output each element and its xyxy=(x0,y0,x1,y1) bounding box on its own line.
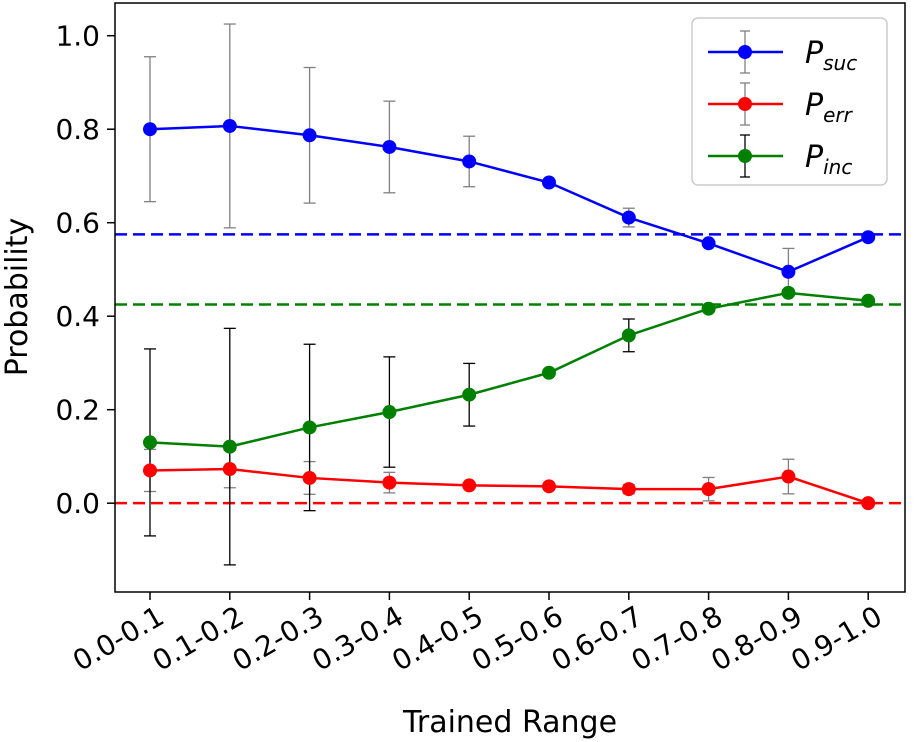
plot-area-frame xyxy=(114,2,906,593)
x-tick-label-6: 0.6-0.7 xyxy=(546,599,648,677)
data-point-err-1 xyxy=(222,462,237,477)
data-point-err-4 xyxy=(462,478,477,493)
data-point-suc-6 xyxy=(621,210,636,225)
y-tick-label-0: 0.0 xyxy=(55,487,100,520)
x-tick-label-0: 0.0-0.1 xyxy=(67,599,169,677)
data-point-err-6 xyxy=(621,482,636,497)
legend-label-inc: Pinc xyxy=(805,140,852,179)
data-point-inc-2 xyxy=(302,420,317,435)
data-point-inc-1 xyxy=(222,439,237,454)
y-tick-label-4: 0.8 xyxy=(55,113,100,146)
data-point-err-7 xyxy=(701,482,716,497)
y-tick-label-1: 0.2 xyxy=(55,394,100,427)
y-tick-label-5: 1.0 xyxy=(55,20,100,53)
data-point-err-3 xyxy=(382,475,397,490)
data-point-inc-6 xyxy=(621,328,636,343)
x-tick-label-2: 0.2-0.3 xyxy=(227,599,329,677)
series-line-inc xyxy=(149,291,869,448)
x-axis: 0.0-0.10.1-0.20.2-0.30.3-0.40.4-0.50.5-0… xyxy=(67,592,888,678)
y-axis: 0.0 0.2 0.4 0.6 0.8 1.0 xyxy=(55,20,115,520)
data-point-inc-0 xyxy=(143,435,157,450)
series-points xyxy=(143,118,876,511)
reference-lines xyxy=(115,233,905,505)
data-point-suc-2 xyxy=(302,128,317,143)
x-tick-label-4: 0.4-0.5 xyxy=(386,599,488,677)
data-point-err-8 xyxy=(781,469,796,484)
data-point-inc-3 xyxy=(382,405,397,420)
legend-marker-err xyxy=(738,97,752,111)
data-point-err-9 xyxy=(861,496,876,511)
series-line-suc xyxy=(149,124,869,274)
data-point-inc-5 xyxy=(542,365,556,380)
series-line-err xyxy=(149,467,869,505)
data-point-suc-0 xyxy=(143,122,157,137)
legend-label-err: Perr xyxy=(805,88,854,127)
data-point-inc-7 xyxy=(701,301,716,316)
data-point-suc-3 xyxy=(382,139,397,154)
data-point-inc-9 xyxy=(861,293,876,308)
data-point-suc-5 xyxy=(542,175,556,190)
x-tick-label-5: 0.5-0.6 xyxy=(466,599,568,677)
legend-label-suc: Psuc xyxy=(805,36,857,75)
x-tick-label-1: 0.1-0.2 xyxy=(147,599,249,677)
data-point-suc-4 xyxy=(462,154,477,169)
data-point-suc-9 xyxy=(861,230,876,245)
legend: Psuc Perr Pinc xyxy=(691,17,888,186)
series-lines xyxy=(149,124,869,505)
x-axis-label: Trained Range xyxy=(402,705,617,740)
data-point-suc-1 xyxy=(222,118,237,133)
data-point-inc-4 xyxy=(462,387,477,402)
legend-marker-suc xyxy=(738,45,752,59)
data-point-err-2 xyxy=(302,470,317,485)
y-tick-label-2: 0.4 xyxy=(55,300,100,333)
data-point-suc-7 xyxy=(701,236,716,251)
y-axis-label: Probability xyxy=(0,218,35,377)
legend-marker-inc xyxy=(738,149,752,163)
data-point-err-0 xyxy=(143,463,157,478)
legend-box xyxy=(691,17,888,186)
data-point-inc-8 xyxy=(781,285,796,300)
x-tick-label-3: 0.3-0.4 xyxy=(307,599,409,677)
x-tick-label-9: 0.9-1.0 xyxy=(785,599,887,677)
data-point-err-5 xyxy=(542,479,556,494)
x-tick-label-8: 0.8-0.9 xyxy=(706,599,808,677)
data-point-suc-8 xyxy=(781,264,796,279)
x-tick-label-7: 0.7-0.8 xyxy=(626,599,728,677)
y-tick-label-3: 0.6 xyxy=(55,207,100,240)
